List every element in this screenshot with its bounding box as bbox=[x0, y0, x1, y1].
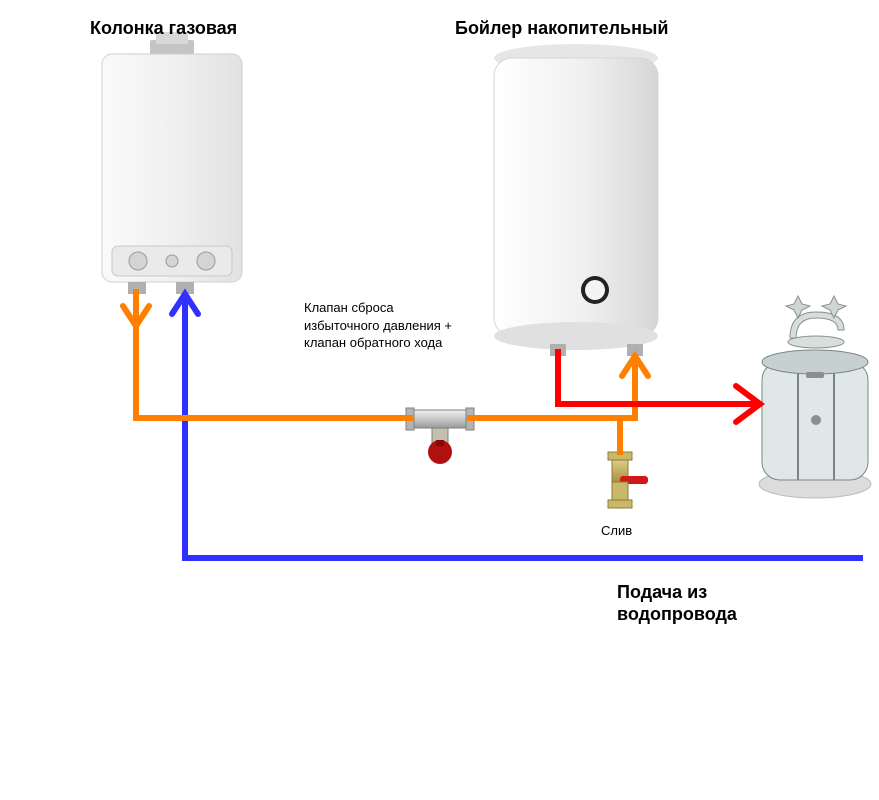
gas-heater-icon bbox=[102, 32, 242, 294]
boiler-label: Бойлер накопительный bbox=[455, 18, 668, 40]
red-pipe bbox=[558, 352, 760, 422]
shower-cabin-icon bbox=[759, 350, 871, 498]
gas-heater-label: Колонка газовая bbox=[90, 18, 237, 40]
supply-label-line2: водопровода bbox=[617, 604, 737, 626]
faucet-icon bbox=[786, 296, 846, 348]
supply-label-line1: Подача из bbox=[617, 582, 707, 604]
relief-valve-icon bbox=[406, 408, 474, 464]
boiler-icon bbox=[494, 44, 658, 356]
drain-label: Слив bbox=[601, 522, 632, 540]
drain-valve-icon bbox=[608, 452, 648, 508]
valve-label: Клапан сброса избыточного давления + кла… bbox=[304, 299, 454, 352]
diagram-canvas bbox=[0, 0, 879, 800]
